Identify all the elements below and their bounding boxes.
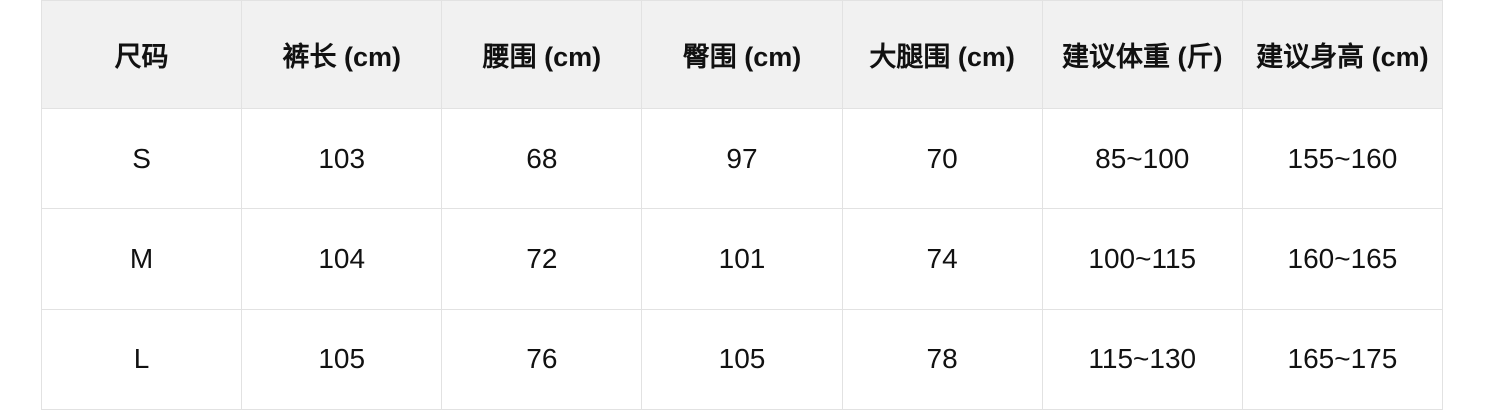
measurement-cell: 165~175 <box>1241 308 1444 410</box>
measurement-cell: 101 <box>641 208 843 310</box>
size-chart-container: 尺码 裤长 (cm) 腰围 (cm) 臀围 (cm) 大腿围 (cm) 建议体重 (斤) 建… <box>40 0 1444 410</box>
column-header: 大腿围 (cm) <box>841 0 1043 109</box>
column-header: 建议体重 (斤) <box>1041 0 1243 109</box>
measurement-cell: 72 <box>441 208 643 310</box>
column-header: 臀围 (cm) <box>641 0 843 109</box>
measurement-cell: 76 <box>441 308 643 410</box>
measurement-cell: 100~115 <box>1041 208 1243 310</box>
size-chart-body: S 103 68 97 70 85~100 155~160 M 104 72 101 74 100~11… <box>40 107 1444 410</box>
measurement-cell: 68 <box>441 107 643 210</box>
measurement-cell: 74 <box>841 208 1043 310</box>
size-chart-header: 尺码 裤长 (cm) 腰围 (cm) 臀围 (cm) 大腿围 (cm) 建议体重 (斤) 建… <box>40 0 1444 109</box>
measurement-cell: 104 <box>241 208 443 310</box>
table-row: S 103 68 97 70 85~100 155~160 <box>40 107 1444 210</box>
measurement-cell: 105 <box>241 308 443 410</box>
column-header: 裤长 (cm) <box>241 0 443 109</box>
measurement-cell: 103 <box>241 107 443 210</box>
measurement-cell: 115~130 <box>1041 308 1243 410</box>
size-label-cell: M <box>40 208 243 310</box>
column-header: 建议身高 (cm) <box>1241 0 1444 109</box>
column-header: 腰围 (cm) <box>441 0 643 109</box>
measurement-cell: 155~160 <box>1241 107 1444 210</box>
measurement-cell: 105 <box>641 308 843 410</box>
table-row: L 105 76 105 78 115~130 165~175 <box>40 308 1444 410</box>
table-row: M 104 72 101 74 100~115 160~165 <box>40 208 1444 310</box>
size-label-cell: S <box>40 107 243 210</box>
measurement-cell: 78 <box>841 308 1043 410</box>
measurement-cell: 160~165 <box>1241 208 1444 310</box>
size-chart-table: 尺码 裤长 (cm) 腰围 (cm) 臀围 (cm) 大腿围 (cm) 建议体重 (斤) 建… <box>40 0 1444 410</box>
size-label-cell: L <box>40 308 243 410</box>
measurement-cell: 85~100 <box>1041 107 1243 210</box>
measurement-cell: 97 <box>641 107 843 210</box>
measurement-cell: 70 <box>841 107 1043 210</box>
column-header: 尺码 <box>40 0 243 109</box>
header-row: 尺码 裤长 (cm) 腰围 (cm) 臀围 (cm) 大腿围 (cm) 建议体重 (斤) 建… <box>40 0 1444 109</box>
